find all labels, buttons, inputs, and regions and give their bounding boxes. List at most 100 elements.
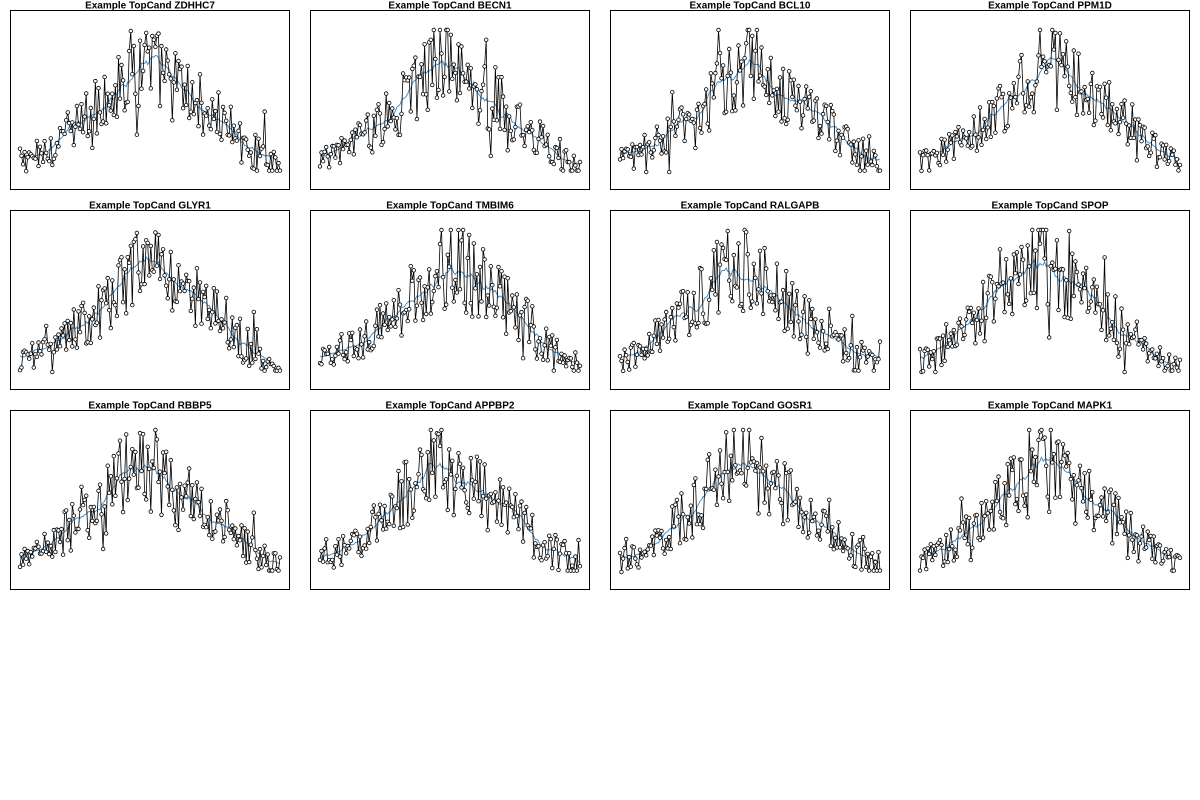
data-point [196,499,201,505]
data-point [354,347,360,352]
data-point [1063,464,1069,469]
data-point [450,76,455,81]
data-point [213,321,218,326]
data-point [765,289,770,294]
data-point [453,486,458,492]
data-point [874,163,880,169]
data-point [654,341,660,347]
data-point [191,111,196,117]
data-point [1086,110,1092,115]
data-point [804,510,809,515]
data-point [797,495,803,500]
data-point [70,120,75,125]
data-point [731,93,736,98]
data-point [845,126,850,132]
data-point [242,526,247,531]
data-point [1043,227,1049,233]
data-point [133,449,138,455]
data-point [953,547,958,552]
data-point [942,358,947,363]
data-point [186,278,192,284]
data-point [660,133,666,139]
data-point [490,282,495,288]
data-point [477,264,483,270]
data-point [388,324,393,329]
data-point [976,135,981,140]
data-point [166,502,172,508]
data-point [764,266,769,271]
data-point [740,427,746,433]
data-point [31,365,36,370]
data-point [514,513,520,519]
data-point [22,546,27,552]
data-point [988,274,993,279]
data-point [824,103,829,109]
data-point [637,344,643,349]
data-point [368,145,373,150]
plot-frame [610,210,890,390]
data-point [465,255,470,261]
data-point [419,300,424,305]
data-point [1125,555,1130,561]
data-point [1083,509,1089,515]
data-point [1005,123,1010,129]
data-point [850,531,855,537]
data-point [234,138,240,143]
data-point [331,362,336,367]
data-point [1057,494,1063,500]
data-point [213,529,218,534]
data-point [917,568,923,573]
data-point [433,494,438,499]
data-point [762,84,767,89]
data-point [684,116,689,122]
data-point [1116,131,1121,137]
data-point [362,130,367,135]
data-point [431,27,436,33]
data-point [773,113,778,119]
data-point [799,332,804,337]
data-point [108,108,113,113]
data-point [256,136,261,141]
data-point [560,168,566,173]
plot-frame [310,210,590,390]
data-point [359,553,364,558]
data-point [651,333,656,338]
data-point [440,485,446,490]
data-point [1002,309,1007,315]
data-point [48,341,53,347]
data-point [365,112,370,117]
data-point [631,545,636,550]
data-point [1043,69,1049,75]
data-point [1066,83,1072,89]
data-point [80,502,86,508]
data-point [848,343,853,348]
data-point [645,353,650,358]
data-point [705,121,710,126]
data-point [399,111,404,116]
data-point [1080,499,1086,504]
data-point [77,126,83,132]
data-point [622,347,627,352]
data-point [425,107,430,112]
data-point [640,144,646,150]
data-point [199,486,204,491]
data-point [802,515,807,520]
data-point [430,470,435,475]
data-point [554,145,560,151]
data-point [1056,439,1061,444]
data-point [436,285,441,290]
data-point [973,132,978,137]
data-point [842,327,847,332]
data-point [260,144,266,149]
data-point [794,288,800,294]
data-point [1165,363,1170,369]
data-point [467,232,472,238]
data-point [931,148,936,154]
data-point [457,461,463,466]
data-point [491,499,496,504]
data-point [1099,327,1104,333]
data-point [42,531,47,537]
data-point [196,123,201,129]
data-point [250,535,255,540]
data-point [700,525,706,531]
